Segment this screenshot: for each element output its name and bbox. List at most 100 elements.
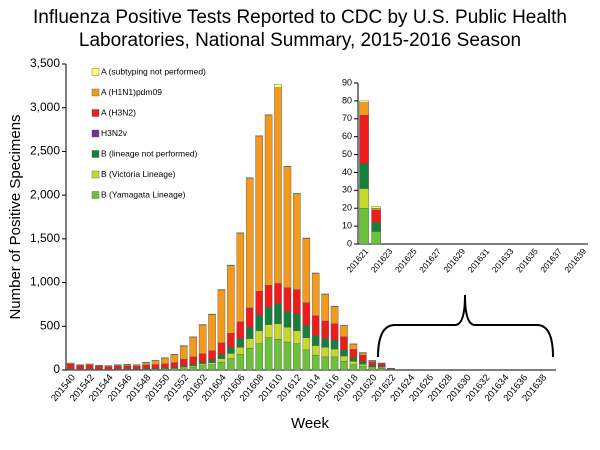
x-tick-label: 201639 <box>562 246 588 274</box>
bar-segment <box>293 193 301 290</box>
legend-swatch <box>91 88 100 97</box>
y-tick-label: 1,500 <box>30 231 60 245</box>
bar-segment <box>189 366 197 371</box>
bar-segment <box>371 209 381 223</box>
bar-segment <box>236 232 245 323</box>
bar-segment <box>274 283 282 304</box>
bar-segment <box>245 326 254 339</box>
bar-segment <box>123 365 132 370</box>
bar-segment <box>274 303 282 324</box>
x-tick-label: 201629 <box>441 246 467 274</box>
bar-segment <box>359 364 367 367</box>
bar-segment <box>180 359 188 366</box>
bar-segment <box>283 287 292 312</box>
bar-segment <box>151 364 160 369</box>
bar-segment <box>198 353 207 362</box>
bar-segment <box>227 358 235 371</box>
bar-segment <box>368 364 377 367</box>
bar-segment <box>264 306 273 325</box>
bar-segment <box>321 320 329 339</box>
bar-segment <box>359 354 367 362</box>
bar-segment <box>170 354 179 363</box>
y-tick-label: 30 <box>342 185 352 195</box>
bar-segment <box>293 289 301 315</box>
bar-segment <box>198 361 207 365</box>
bar-segment <box>114 365 122 370</box>
bar-segment <box>274 323 282 340</box>
bar-segment <box>340 361 348 371</box>
bar-segment <box>371 222 381 232</box>
bar-segment <box>302 238 311 303</box>
bar-segment <box>321 347 329 358</box>
bar-segment <box>104 366 113 370</box>
bar-segment <box>274 339 282 371</box>
legend-label: A (H1N1)pdm09 <box>101 87 162 97</box>
bar-segment <box>340 349 348 357</box>
bar-segment <box>311 345 320 356</box>
bar-segment <box>217 361 226 371</box>
bar-segment <box>340 325 348 337</box>
bar-segment <box>349 364 358 371</box>
bar-segment <box>321 356 329 371</box>
bar-segment <box>217 289 226 344</box>
bar-segment <box>377 363 386 367</box>
bar-segment <box>359 188 369 209</box>
y-axis-label: Number of Positive Specimens <box>7 114 24 319</box>
bar-segment <box>321 338 329 348</box>
y-tick-label: 1,000 <box>30 275 60 289</box>
bar-segment <box>340 355 348 362</box>
bar-segment <box>371 208 381 211</box>
bar-segment <box>66 363 75 370</box>
bar-segment <box>302 302 311 326</box>
bar-segment <box>151 360 160 365</box>
bar-segment <box>245 177 254 309</box>
bar-segment <box>330 323 339 341</box>
bar-segment <box>264 114 273 286</box>
bar-segment <box>311 354 320 371</box>
bar-segment <box>236 338 245 348</box>
bar-segment <box>208 362 216 365</box>
bar-segment <box>359 361 367 365</box>
brace <box>377 294 554 358</box>
bar-segment <box>208 359 216 363</box>
bar-segment <box>227 265 235 334</box>
x-tick-label: 201637 <box>538 246 564 274</box>
bar-segment <box>264 337 273 371</box>
bar-segment <box>359 163 369 189</box>
bar-segment <box>377 368 386 371</box>
bar-segment <box>208 314 216 351</box>
bar-segment <box>170 362 179 368</box>
legend-label: H3N2v <box>101 128 128 138</box>
x-tick-label: 201631 <box>465 246 491 274</box>
y-tick-label: 2,000 <box>30 187 60 201</box>
bar-segment <box>283 166 292 289</box>
bar-segment <box>368 367 377 371</box>
bar-segment <box>189 356 197 365</box>
bar-segment <box>255 291 263 316</box>
bar-segment <box>236 347 245 355</box>
legend-swatch <box>91 170 100 179</box>
x-tick-label: 201623 <box>369 246 395 274</box>
bar-segment <box>311 273 320 316</box>
bar-segment <box>208 350 216 360</box>
bar-segment <box>302 325 311 338</box>
bar-segment <box>330 306 339 324</box>
bar-segment <box>255 330 263 344</box>
legend-label: B (Yamagata Lineage) <box>101 189 186 199</box>
bar-segment <box>349 344 358 350</box>
bar-segment <box>330 348 339 358</box>
bar-segment <box>349 349 358 358</box>
bar-segment <box>142 362 150 366</box>
bar-segment <box>359 352 367 356</box>
bar-segment <box>302 337 311 351</box>
legend-swatch <box>91 129 100 138</box>
legend-label: B (lineage not performed) <box>101 148 198 158</box>
bar-segment <box>245 347 254 371</box>
x-tick-label: 201627 <box>417 246 443 274</box>
bar-segment <box>283 326 292 343</box>
bar-segment <box>264 324 273 338</box>
bar-segment <box>180 367 188 371</box>
bar-segment <box>227 347 235 354</box>
y-tick-label: 90 <box>342 77 352 87</box>
bar-segment <box>359 366 367 371</box>
